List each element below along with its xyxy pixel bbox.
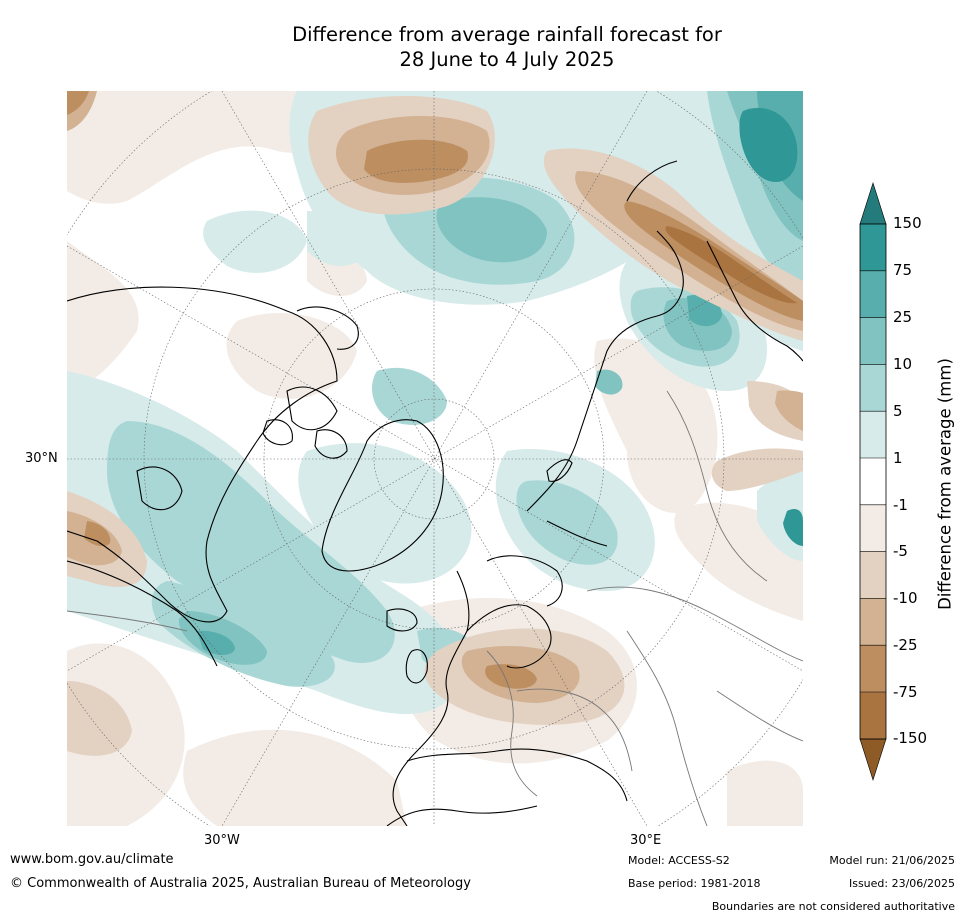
colorbar-extend-bottom	[859, 738, 887, 781]
colorbar-tick-label: -25	[893, 636, 918, 654]
footer-base-period: Base period: 1981-2018	[628, 877, 761, 890]
title-line-2: 28 June to 4 July 2025	[399, 48, 615, 71]
colorbar-tick-label: 5	[893, 402, 903, 420]
footer-model: Model: ACCESS-S2	[628, 854, 730, 867]
longitude-label-30w: 30°W	[204, 833, 240, 848]
longitude-label-30e: 30°E	[630, 833, 662, 848]
anomaly-dry-extreme	[665, 226, 797, 304]
colorbar-tick-label: 25	[893, 308, 913, 326]
footer-copyright: © Commonwealth of Australia 2025, Austra…	[10, 876, 471, 891]
colorbar-bin-m10-m5	[860, 551, 886, 599]
footer-issued: Issued: 23/06/2025	[848, 877, 955, 890]
colorbar-bin-75-150	[860, 224, 886, 271]
colorbar-tick-label: 10	[893, 355, 913, 373]
colorbar-tick-label: 1	[893, 449, 903, 467]
colorbar-tick-label: -1	[893, 496, 908, 514]
colorbar-bin-m5-m1	[860, 504, 886, 552]
footer-boundaries-note: Boundaries are not considered authoritat…	[711, 900, 955, 913]
colorbar-tick-label: -5	[893, 542, 908, 560]
colorbar-title: Difference from average (mm)	[935, 358, 955, 610]
graticule	[67, 91, 803, 826]
colorbar-extend-top	[859, 182, 887, 225]
colorbar-bin-m75-m25	[860, 645, 886, 692]
map-canvas	[67, 91, 803, 826]
colorbar-bin-25-75	[860, 270, 886, 318]
colorbar-bin-m150-m75	[860, 692, 886, 739]
colorbar-tick-label: -10	[893, 589, 918, 607]
colorbar-bin-5-10	[860, 364, 886, 412]
colorbar-bin-neutral	[860, 458, 886, 505]
colorbar-bin-m25-m10	[860, 598, 886, 646]
rainfall-anomaly-map	[67, 91, 803, 826]
country-borders	[67, 390, 803, 826]
footer-model-run: Model run: 21/06/2025	[829, 854, 955, 867]
colorbar-tick-label: 150	[893, 214, 922, 232]
latitude-label-30n: 30°N	[25, 451, 58, 466]
colorbar-tick-label: 75	[893, 261, 913, 279]
map-title: Difference from average rainfall forecas…	[0, 22, 965, 72]
footer-url[interactable]: www.bom.gov.au/climate	[10, 852, 174, 867]
colorbar-bin-10-25	[860, 317, 886, 365]
colorbar-tick-label: -150	[893, 729, 928, 747]
title-line-1: Difference from average rainfall forecas…	[292, 23, 722, 46]
colorbar-bin-1-5	[860, 411, 886, 458]
coastlines	[67, 160, 803, 826]
anomaly-wet-extreme	[739, 107, 803, 546]
colorbar-tick-label: -75	[893, 683, 918, 701]
